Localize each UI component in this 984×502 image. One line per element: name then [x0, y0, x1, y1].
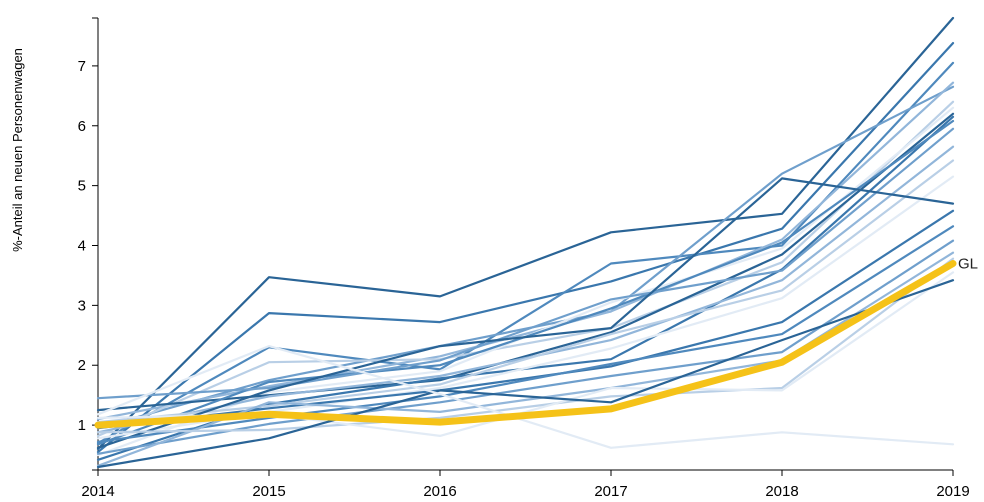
- y-tick-label: 6: [78, 118, 86, 135]
- y-tick-label: 3: [78, 297, 86, 314]
- series-line: [96, 112, 955, 412]
- series-line: [96, 145, 955, 434]
- series-line: [96, 225, 955, 443]
- series-line: [96, 159, 955, 424]
- series-line: [96, 239, 955, 455]
- x-tick-label: 2018: [765, 483, 798, 500]
- series-lines: [96, 16, 955, 469]
- x-tick-label: 2017: [594, 483, 627, 500]
- series-line: [96, 345, 955, 449]
- y-tick-label: 4: [78, 237, 86, 254]
- x-tick-label: 2014: [81, 483, 114, 500]
- y-tick-label: 5: [78, 178, 86, 195]
- x-tick-label: 2016: [423, 483, 456, 500]
- highlight-series: GL: [94, 255, 978, 429]
- highlight-line: [94, 260, 957, 429]
- x-tick-label: 2019: [936, 483, 969, 500]
- series-line: [96, 16, 955, 451]
- series-line: [96, 61, 955, 445]
- series-line: [96, 257, 955, 434]
- x-tick-label: 2015: [252, 483, 285, 500]
- y-tick-label: 1: [78, 417, 86, 434]
- series-line: [96, 106, 955, 457]
- series-line: [96, 271, 955, 437]
- series-line: [96, 127, 955, 400]
- series-line: [96, 41, 955, 454]
- highlight-label: GL: [958, 255, 978, 272]
- y-axis: 1 2 3 4 5 6 7: [78, 17, 99, 471]
- series-line: [96, 279, 955, 469]
- y-tick-label: 2: [78, 357, 86, 374]
- y-tick-label: 7: [78, 58, 86, 75]
- series-line: [96, 100, 955, 437]
- series-line: [96, 177, 955, 449]
- y-axis-title: %-Anteil an neuen Personenwagen: [10, 48, 25, 252]
- series-line: [96, 209, 955, 430]
- x-axis: 2014 2015 2016 2017 2018 2019: [81, 469, 970, 500]
